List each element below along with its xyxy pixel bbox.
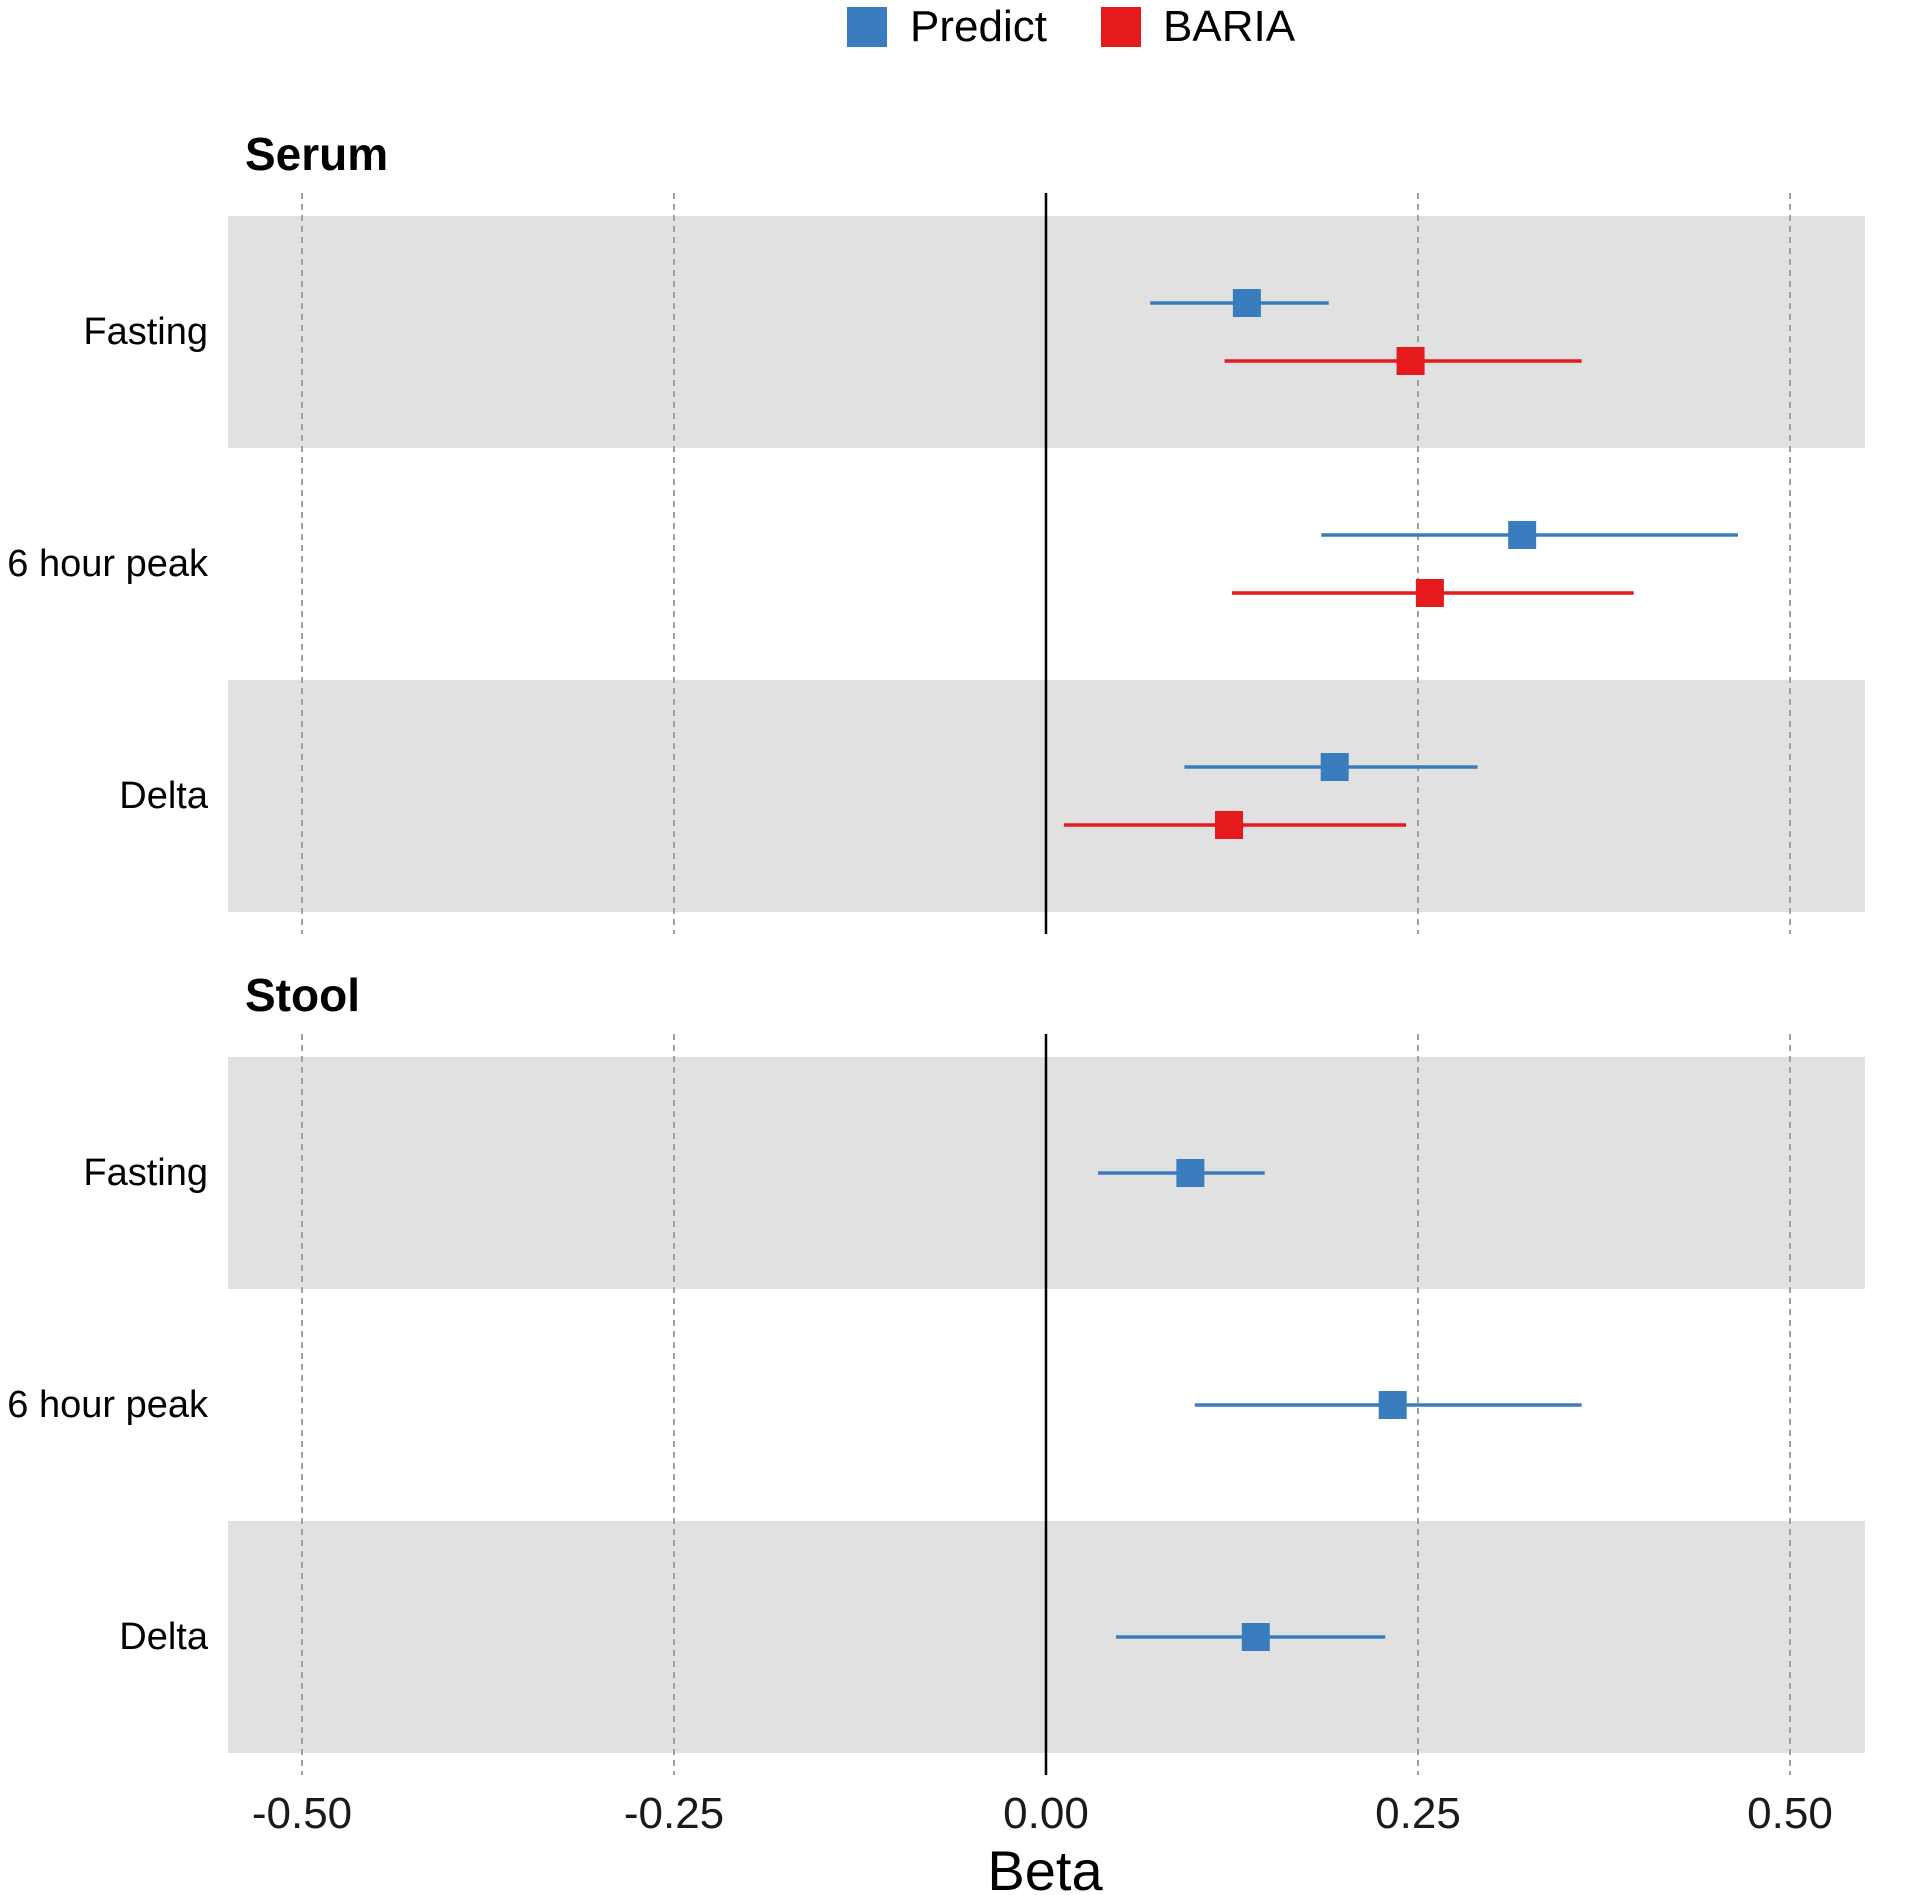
row-label: Delta [119, 1616, 209, 1658]
x-tick-label: -0.50 [252, 1789, 352, 1838]
x-axis-title: Beta [987, 1839, 1103, 1895]
point-estimate-predict [1176, 1159, 1205, 1187]
point-estimate-predict [1232, 289, 1261, 317]
point-estimate-baria [1396, 347, 1425, 375]
row-label: 6 hour peak [7, 543, 209, 585]
row-label: Fasting [83, 1152, 208, 1194]
legend-swatch-predict [847, 7, 887, 47]
panels: Serum Fasting 6 hour peak Delta Stool Fasting… [7, 128, 1865, 1775]
x-tick-label: -0.25 [624, 1789, 724, 1838]
point-estimate-baria [1415, 579, 1444, 607]
x-tick-label: 0.25 [1375, 1789, 1461, 1838]
row-label: Delta [119, 775, 209, 817]
point-estimate-predict [1378, 1391, 1407, 1419]
panel-title: Serum [245, 128, 388, 180]
legend-label-baria: BARIA [1163, 2, 1296, 51]
panel-stool: Stool Fasting 6 hour peak Delta [7, 969, 1865, 1775]
panel-title: Stool [245, 969, 360, 1021]
point-estimate-baria [1215, 811, 1244, 839]
x-axis: -0.50 -0.25 0.00 0.25 0.50 [252, 1789, 1833, 1838]
legend: Predict BARIA [847, 2, 1296, 51]
x-tick-label: 0.00 [1003, 1789, 1089, 1838]
row-label: 6 hour peak [7, 1384, 209, 1426]
point-estimate-predict [1320, 753, 1349, 781]
point-estimate-predict [1241, 1623, 1270, 1651]
row-label: Fasting [83, 311, 208, 353]
x-tick-label: 0.50 [1747, 1789, 1833, 1838]
panel-serum: Serum Fasting 6 hour peak Delta [7, 128, 1865, 934]
point-estimate-predict [1508, 521, 1537, 549]
legend-swatch-baria [1101, 7, 1141, 47]
legend-label-predict: Predict [910, 2, 1047, 51]
